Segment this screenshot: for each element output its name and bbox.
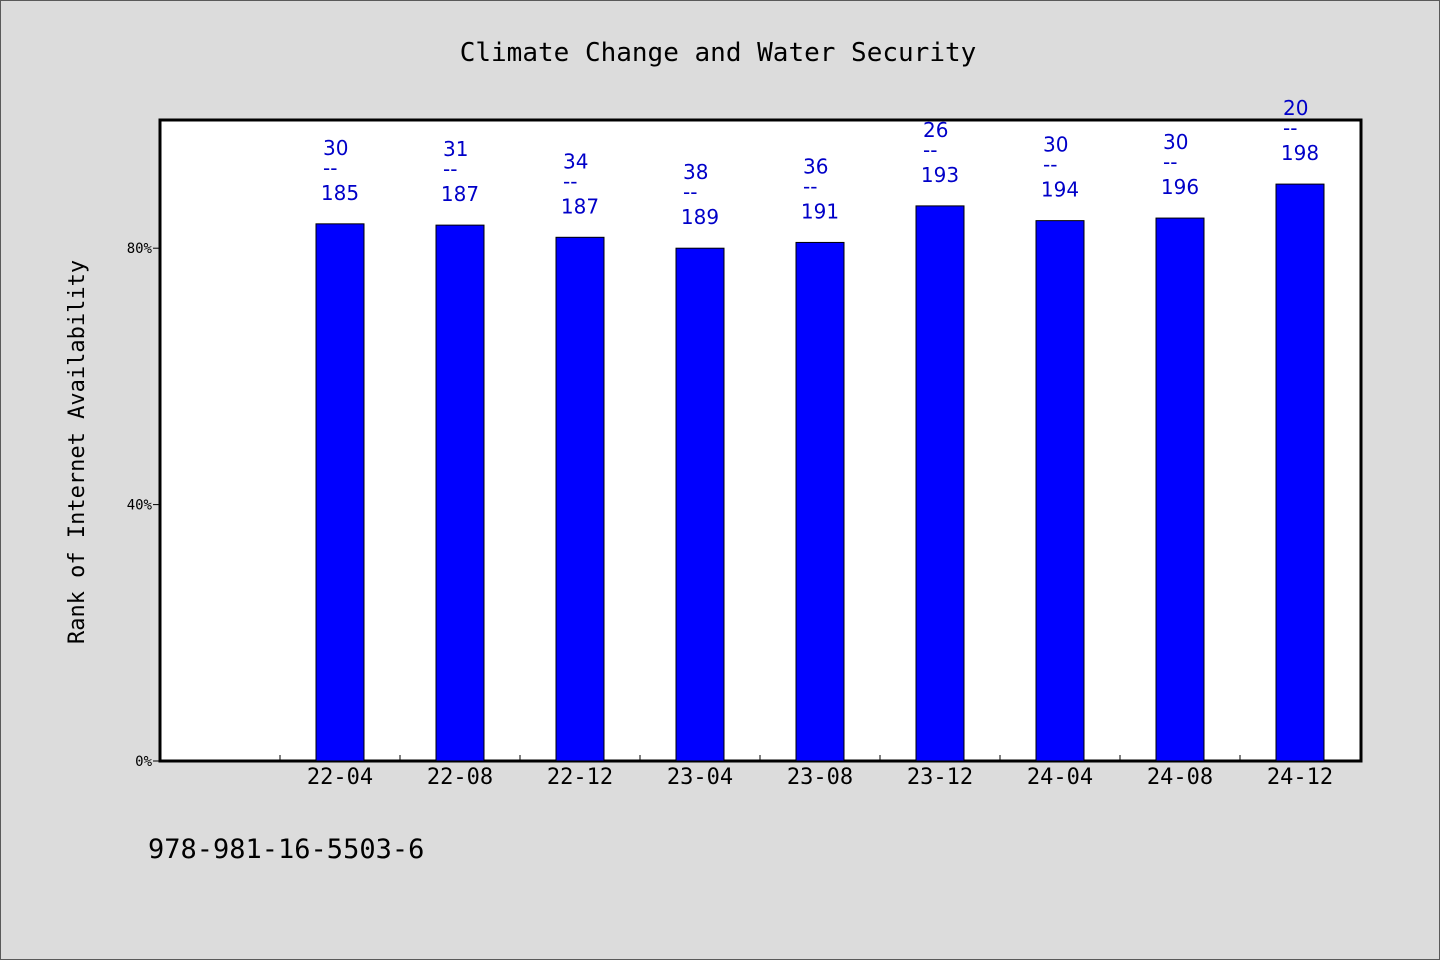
data-label-bottom: 187 [561,194,599,218]
x-tick-label: 23-12 [907,765,973,790]
data-label-bottom: 191 [801,199,839,223]
bars [315,183,1325,762]
data-label-top: 34 [563,149,588,173]
data-label-separator: -- [563,169,577,193]
x-tick-label: 22-04 [307,765,373,790]
data-label-top: 30 [1163,130,1188,154]
data-label-separator: -- [1043,153,1057,177]
x-tick-label: 24-08 [1147,765,1213,790]
bar [315,223,365,762]
isbn-text: 978-981-16-5503-6 [148,834,425,865]
bar [675,247,725,762]
data-labels: 30--18531--18734--18738--18936--19126--1… [321,96,1319,229]
data-label-separator: -- [683,180,697,204]
data-label-top: 30 [1043,133,1068,157]
data-label-separator: -- [1163,150,1177,174]
data-label-bottom: 189 [681,205,719,229]
y-axis-label: Rank of Internet Availability [65,260,90,644]
data-label-top: 31 [443,137,468,161]
data-label-separator: -- [923,138,937,162]
x-tick-label: 22-12 [547,765,613,790]
data-label-bottom: 194 [1041,178,1079,202]
data-label-top: 26 [923,118,948,142]
data-label-separator: -- [323,156,337,180]
data-label-top: 30 [323,136,348,160]
data-label-top: 36 [803,154,828,178]
axis-ticks: 0% 40% 80% [127,241,1361,770]
y-tick-label: 80% [127,241,153,257]
bar [1155,217,1205,762]
data-label-top: 38 [683,160,708,184]
chart-title: Climate Change and Water Security [460,38,977,68]
data-label-separator: -- [803,174,817,198]
x-tick-label: 24-12 [1267,765,1333,790]
data-label-bottom: 196 [1161,175,1199,199]
x-tick-labels: 22-04 22-08 22-12 23-04 23-08 23-12 24-04 24-08… [307,765,1333,790]
data-label-separator: -- [1283,116,1297,140]
bar [555,236,605,762]
x-tick-label: 24-04 [1027,765,1093,790]
bar [795,241,845,762]
data-label-top: 20 [1283,96,1308,120]
data-label-bottom: 185 [321,181,359,205]
x-tick-label: 23-08 [787,765,853,790]
data-label-bottom: 198 [1281,141,1319,165]
bar [1035,220,1085,762]
bar [915,205,965,762]
data-label-bottom: 193 [921,163,959,187]
data-label-bottom: 187 [441,182,479,206]
y-tick-label: 40% [127,498,153,514]
data-label-separator: -- [443,157,457,181]
x-tick-label: 22-08 [427,765,493,790]
bar [435,224,485,762]
y-tick-label: 0% [135,754,152,770]
x-tick-label: 23-04 [667,765,733,790]
bar [1275,183,1325,762]
